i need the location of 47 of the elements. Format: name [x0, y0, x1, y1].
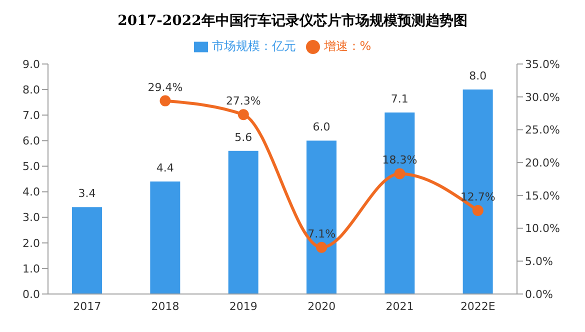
- y2-tick-label: 25.0%: [525, 124, 560, 137]
- x-tick-label: 2020: [308, 300, 336, 313]
- y-tick-label: 5.0: [22, 160, 40, 174]
- y-tick-label: 9.0: [22, 58, 40, 71]
- data-label: 29.4%: [148, 80, 183, 94]
- data-label: 8.0: [469, 70, 487, 83]
- y2-tick-label: 35.0%: [525, 58, 560, 71]
- bar: [228, 150, 258, 294]
- point: [316, 242, 328, 253]
- bar: [462, 90, 493, 294]
- y2-tick-label: 30.0%: [525, 90, 560, 104]
- y-tick-label: 3.0: [22, 211, 40, 224]
- y2-tick-label: 5.0%: [525, 255, 553, 268]
- legend-label: 市场规模：亿元: [212, 39, 296, 53]
- point: [238, 109, 249, 120]
- bar: [306, 140, 336, 294]
- point: [160, 95, 171, 106]
- y-tick-label: 6.0: [22, 134, 40, 148]
- y-tick-label: 0.0: [22, 288, 40, 301]
- chart-title: 2017-2022年中国行车记录仪芯片市场规模预测趋势图: [116, 12, 468, 31]
- data-label: 7.1%: [308, 227, 336, 240]
- bar: [384, 112, 415, 294]
- y-tick-label: 8.0: [22, 83, 40, 96]
- x-tick-label: 2018: [151, 300, 180, 313]
- y2-tick-label: 15.0%: [525, 189, 560, 202]
- y2-tick-label: 20.0%: [525, 156, 560, 170]
- data-label: 27.3%: [226, 94, 261, 108]
- data-label: 3.4: [78, 187, 96, 200]
- y-tick-label: 1.0: [22, 262, 40, 276]
- data-label: 4.4: [156, 162, 174, 175]
- y-tick-label: 7.0: [22, 109, 40, 122]
- data-label: 5.6: [234, 130, 252, 144]
- point: [472, 205, 484, 216]
- y-tick-label: 2.0: [22, 236, 40, 250]
- x-tick-label: 2022E: [460, 300, 496, 313]
- bar: [150, 182, 180, 294]
- x-tick-label: 2019: [229, 300, 258, 313]
- y2-tick-label: 0.0%: [525, 288, 553, 301]
- bar: [72, 207, 102, 294]
- data-label: 7.1: [390, 92, 408, 106]
- x-tick-label: 2017: [73, 300, 102, 313]
- point: [394, 168, 406, 180]
- data-label: 6.0: [312, 120, 330, 134]
- x-tick-label: 2021: [386, 300, 414, 313]
- legend-label: 增速：%: [324, 39, 372, 53]
- y-tick-label: 4.0: [22, 186, 40, 199]
- y2-tick-label: 10.0%: [525, 222, 560, 236]
